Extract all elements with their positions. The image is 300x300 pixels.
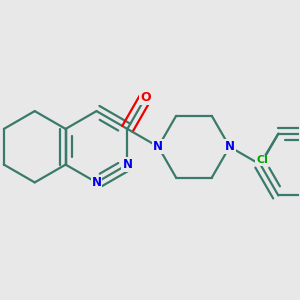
Text: N: N	[92, 176, 101, 189]
Text: N: N	[225, 140, 235, 153]
Text: O: O	[140, 92, 151, 104]
Text: N: N	[122, 158, 132, 171]
Text: Cl: Cl	[256, 155, 268, 166]
Text: N: N	[153, 140, 163, 153]
